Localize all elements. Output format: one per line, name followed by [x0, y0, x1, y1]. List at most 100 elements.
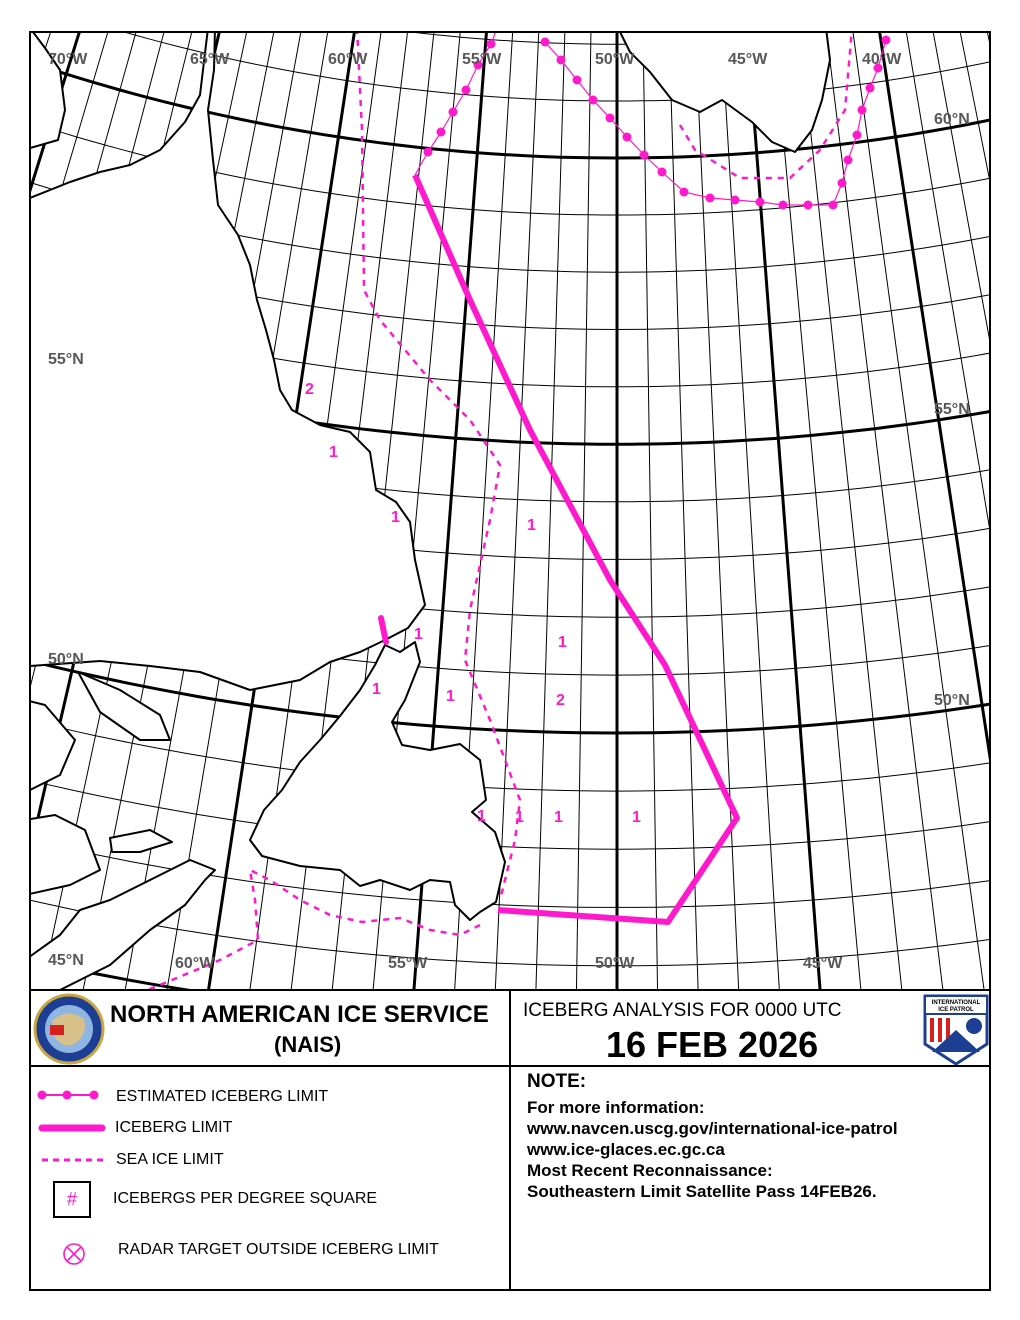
meridian-line: [535, 32, 566, 990]
longitude-label: 55°W: [388, 955, 428, 972]
latitude-label: 55°N: [48, 351, 84, 368]
estimated-limit-dot: [857, 105, 867, 115]
meridian-line: [642, 32, 659, 990]
sea-ice-limit-line: [355, 32, 522, 901]
estimated-limit-dot: [572, 75, 582, 85]
meridian-line: [372, 32, 461, 990]
estimated-limit-dot: [622, 132, 632, 142]
iceberg-count: 1: [527, 517, 536, 534]
latitude-label: 50°N: [934, 692, 970, 709]
estimated-limit-symbol: [37, 1090, 99, 1100]
latitude-label: 50°N: [48, 651, 84, 668]
estimated-limit-dot: [588, 95, 598, 105]
new-brunswick-land: [30, 814, 101, 895]
estimated-limit-dot: [828, 200, 838, 210]
org-abbr: (NAIS): [274, 1032, 342, 1057]
meridian-line: [852, 32, 985, 990]
iceberg-count: 1: [372, 681, 381, 698]
meridian-line: [825, 32, 944, 990]
org-name: NORTH AMERICAN ICE SERVICE: [110, 1001, 489, 1028]
meridian-line: [878, 32, 990, 767]
legend-iceberg-limit: ICEBERG LIMIT: [115, 1119, 233, 1136]
estimated-limit-dot: [448, 107, 458, 117]
estimated-limit-dot: [843, 155, 853, 165]
longitude-label: 45°W: [803, 955, 843, 972]
longitude-label: 50°W: [595, 51, 635, 68]
newfoundland-land: [249, 641, 506, 921]
svg-text:INTERNATIONAL: INTERNATIONAL: [932, 1000, 981, 1006]
note-panel: [509, 1065, 991, 1291]
meridian-line: [0, 0, 18, 909]
baffin-west-land: [30, 32, 66, 149]
meridian-line: [454, 32, 514, 990]
estimated-limit-dot: [837, 178, 847, 188]
longitude-label: 70°W: [48, 51, 88, 68]
legend-per-square: ICEBERGS PER DEGREE SQUARE: [113, 1190, 378, 1207]
latitude-label: 60°N: [934, 111, 970, 128]
estimated-limit-dot: [556, 55, 566, 65]
iceberg-count: 1: [632, 809, 641, 826]
meridian-line: [986, 32, 990, 47]
estimated-limit-dot: [778, 200, 788, 210]
pei-land: [109, 829, 173, 853]
estimated-limit-dot: [730, 195, 740, 205]
legend-radar-target: RADAR TARGET OUTSIDE ICEBERG LIMIT: [118, 1241, 439, 1258]
estimated-limit-dot: [881, 35, 891, 45]
ice-chart-map: [0, 0, 1020, 1000]
legend-sea-ice-limit: SEA ICE LIMIT: [116, 1151, 224, 1168]
meridian-line: [932, 32, 990, 345]
estimated-iceberg-limit-line: [544, 39, 887, 206]
meridian-line: [494, 32, 540, 990]
estimated-limit-dot: [486, 39, 496, 49]
legend-estimated-limit: ESTIMATED ICEBERG LIMIT: [116, 1088, 329, 1105]
estimated-limit-dot: [803, 200, 813, 210]
parallel-line: [407, 32, 827, 45]
longitude-label: 65°W: [190, 51, 230, 68]
greenland-land: [618, 32, 831, 153]
estimated-limit-dot: [540, 37, 550, 47]
iceberg-count: 1: [329, 444, 338, 461]
latitude-label: 55°N: [934, 401, 970, 418]
note-heading: NOTE:: [527, 1071, 587, 1092]
note-line: Most Recent Reconnaissance:: [527, 1161, 773, 1180]
longitude-label: 45°W: [728, 51, 768, 68]
iceberg-limit-line: [378, 615, 389, 645]
anticosti-land: [77, 671, 171, 741]
note-link-ice-glaces[interactable]: www.ice-glaces.ec.gc.ca: [527, 1140, 725, 1159]
limits: [144, 32, 891, 990]
estimated-limit-dot: [852, 130, 862, 140]
meridian-line: [799, 32, 903, 990]
note-link-navcen[interactable]: www.navcen.uscg.gov/international-ice-pa…: [527, 1119, 898, 1138]
svg-text:ICE PATROL: ICE PATROL: [938, 1007, 974, 1013]
longitude-label: 60°W: [328, 51, 368, 68]
coastline: [30, 32, 831, 990]
longitude-label: 50°W: [595, 955, 635, 972]
parallel-line: [30, 958, 197, 990]
estimated-limit-dot: [865, 83, 875, 93]
labrador-quebec-land: [30, 32, 426, 691]
iceberg-count: 1: [446, 688, 455, 705]
meridian-line: [959, 32, 990, 185]
analysis-date: 16 FEB 2026: [606, 1024, 819, 1065]
meridian-line: [1001, 0, 1020, 1000]
iceberg-count: 1: [477, 808, 486, 825]
estimated-limit-dot: [423, 147, 433, 157]
estimated-limit-dot: [679, 187, 689, 197]
note-line: For more information:: [527, 1098, 705, 1117]
iceberg-limit-line: [412, 173, 740, 925]
longitude-label: 55°W: [462, 51, 502, 68]
estimated-limit-dot: [755, 197, 765, 207]
estimated-limit-dot: [605, 113, 615, 123]
longitude-label: 40°W: [862, 51, 902, 68]
meridian-line: [331, 32, 435, 990]
iceberg-count: 1: [554, 809, 563, 826]
estimated-limit-dot: [705, 193, 715, 203]
analysis-label: ICEBERG ANALYSIS FOR 0000 UTC: [523, 1000, 842, 1021]
meridian-line: [575, 32, 592, 990]
note-line: Southeastern Limit Satellite Pass 14FEB2…: [527, 1182, 877, 1201]
legend-symbols: [37, 1090, 106, 1162]
estimated-limit-dot: [639, 150, 649, 160]
degree-square-symbol: #: [53, 1181, 91, 1218]
radar-target-icon: [63, 1243, 85, 1265]
iceberg-count: 1: [414, 626, 423, 643]
